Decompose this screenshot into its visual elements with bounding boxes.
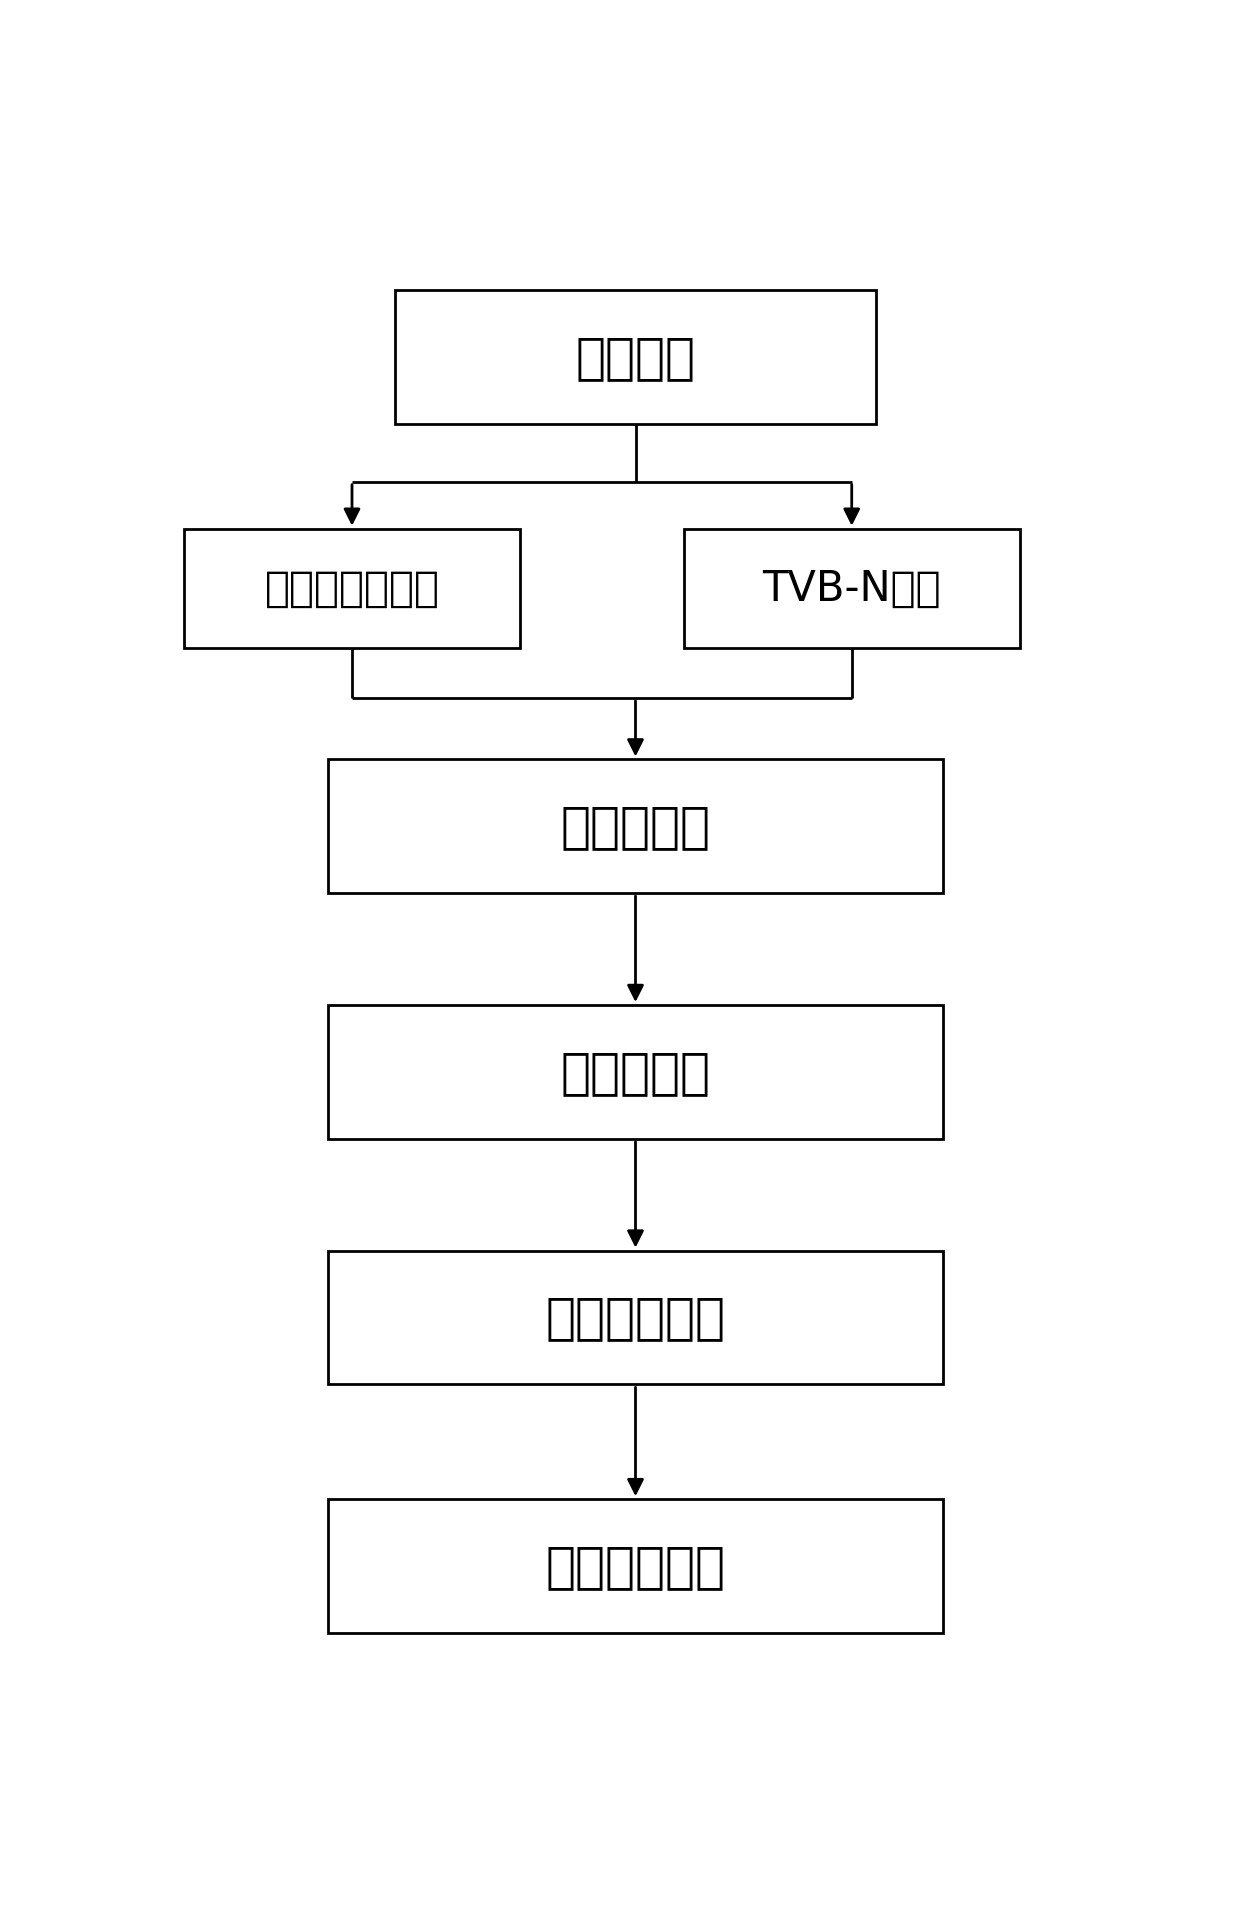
Text: 最优波长选择: 最优波长选择 [546,1294,725,1343]
FancyBboxPatch shape [683,529,1019,649]
FancyBboxPatch shape [327,759,944,895]
Text: 罗非鱼片: 罗非鱼片 [575,334,696,383]
FancyBboxPatch shape [184,529,521,649]
Text: TVB-N测定: TVB-N测定 [763,568,941,611]
Text: 异常値剪除: 异常値剪除 [560,804,711,850]
Text: 最优模型建立: 最优模型建立 [546,1542,725,1590]
FancyBboxPatch shape [327,1250,944,1385]
FancyBboxPatch shape [327,1499,944,1633]
Text: 近红外光谱采集: 近红外光谱采集 [264,568,439,611]
FancyBboxPatch shape [396,292,875,425]
FancyBboxPatch shape [327,1005,944,1140]
Text: 光谱预处理: 光谱预处理 [560,1049,711,1095]
